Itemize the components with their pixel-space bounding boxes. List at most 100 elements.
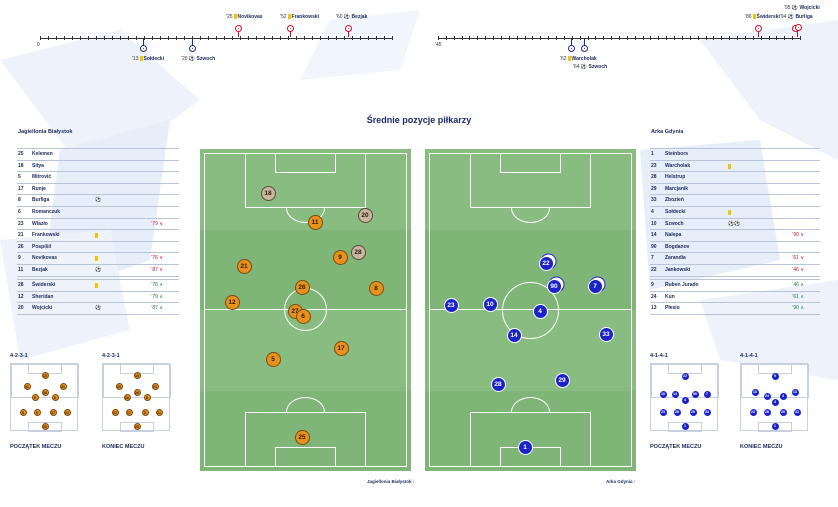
timeline-tick [168,36,169,40]
roster-row[interactable]: 17 Runje [17,184,179,196]
player-position-marker[interactable]: 33 [598,326,614,342]
timeline-tick [128,36,129,40]
roster-row[interactable]: 33 Zbozień [650,195,820,207]
timeline-tick [697,36,699,40]
player-name: Kun [665,293,675,300]
timeline-tick [611,36,613,40]
event-marker[interactable] [795,24,802,31]
player-position-marker[interactable]: 8 [368,280,384,296]
event-marker[interactable] [581,45,588,52]
timeline-tick [104,36,105,40]
timeline-tick [176,36,177,40]
timeline-event: '52 Frankowski [280,14,320,20]
player-position-marker[interactable]: 25 [294,429,310,445]
mini-player-marker: 12 [111,408,119,416]
roster-row[interactable]: 14 Nalepa '90 ∨ [650,230,820,242]
player-number: 17 [18,185,24,192]
arrow-up-icon: ↑ [412,479,416,484]
player-position-marker[interactable]: 4 [532,303,548,319]
timeline-tick [296,36,297,40]
roster-row[interactable]: 28 Świderski '76 ∧ [17,280,179,292]
roster-row[interactable]: 11 Bezjak ⚽ '87 ∨ [17,265,179,277]
roster-row[interactable]: 1 Steinbors [650,149,820,161]
roster-row[interactable]: 29 Marcjanik [650,184,820,196]
timeline-tick [120,36,121,40]
player-position-marker[interactable]: 12 [224,294,240,310]
player-name: Szwoch [665,220,684,227]
timeline-tick [136,36,137,40]
roster-row[interactable]: 20 Wojcicki ⚽ '87 ∧ [17,303,179,315]
player-position-marker[interactable]: 5 [265,351,281,367]
player-position-marker[interactable]: 7 [587,278,603,294]
player-position-marker[interactable]: 17 [333,340,349,356]
home-caption-start: POCZĄTEK MECZU [10,444,62,450]
roster-row[interactable]: 4 Sołdecki [650,207,820,219]
player-number: 4 [651,208,654,215]
roster-row[interactable]: 22 Jankowski '46 ∨ [650,265,820,277]
roster-row[interactable]: 24 Kun '61 ∧ [650,292,820,304]
player-position-marker[interactable]: 23 [443,297,459,313]
roster-row[interactable]: 28 Helstrup [650,172,820,184]
player-name: Świderski [32,282,56,288]
player-position-marker[interactable]: 29 [554,372,570,388]
timeline-tick [208,36,209,40]
ball-icon: ⚽ [787,14,795,20]
home-formation-start: 15 11 21 26 9 6 8 5 17 21 25 [10,363,79,432]
mini-player-marker: 13 [791,388,799,396]
player-position-marker[interactable]: 20 [357,207,373,223]
timeline-tick [272,36,273,40]
roster-row[interactable]: 90 Bogdanov [650,242,820,254]
player-position-marker[interactable]: 9 [332,249,348,265]
player-position-marker[interactable]: 90 [546,278,562,294]
event-marker[interactable] [345,25,352,32]
event-marker[interactable] [568,45,575,52]
roster-row[interactable]: 9 Novikovas '76 ∨ [17,253,179,265]
roster-row[interactable]: 13 Płesio '90 ∧ [650,303,820,315]
timeline-tick [666,36,668,40]
roster-row[interactable]: 23 Wlazło '79 ∨ [17,219,179,231]
player-position-marker[interactable]: 28 [490,376,506,392]
player-number: 8 [18,197,21,204]
away-pitch-caption: Arka Gdynia ↑ [606,479,637,484]
roster-row[interactable]: 6 Romanczuk [17,207,179,219]
roster-row[interactable]: 10 Szwoch ⚽⚽ [650,219,820,231]
roster-row[interactable]: 26 Pospíšil [17,242,179,254]
player-name: Wojcicki [32,305,53,312]
player-position-marker[interactable]: 14 [506,327,522,343]
player-position-marker[interactable]: 10 [482,296,498,312]
player-name: Ruben Jurado [665,282,699,288]
roster-row[interactable]: 9 Ruben Jurado '46 ∧ [650,280,820,292]
timeline-tick [800,36,801,40]
timeline-tick [360,36,361,40]
timeline-tick [72,36,73,40]
yellow-card-icon [95,283,98,288]
roster-row[interactable]: 5 Mitrović [17,172,179,184]
roster-row[interactable]: 8 Burliga ⚽ [17,195,179,207]
event-marker[interactable] [287,25,294,32]
player-number: 1 [651,151,654,157]
player-position-marker[interactable]: 28 [350,244,366,260]
roster-row[interactable]: 23 Warcholak [650,161,820,173]
player-number: 24 [651,293,657,300]
roster-row[interactable]: 12 Sheridan '79 ∧ [17,292,179,304]
roster-row[interactable]: 7 Zarandia '61 ∨ [650,253,820,265]
roster-row[interactable]: 18 Sitya [17,161,179,173]
player-position-marker[interactable]: 22 [538,255,554,271]
player-position-marker[interactable]: 21 [236,258,252,274]
event-marker[interactable] [755,25,762,32]
roster-row[interactable]: 21 Frankowski [17,230,179,242]
home-pitch-caption: Jagiellonia Białystok ↑ [367,479,416,484]
player-position-marker[interactable]: 18 [260,185,276,201]
roster-row[interactable]: 25 Kelemen [17,149,179,161]
timeline-tick [634,36,636,40]
player-position-marker[interactable]: 1 [517,439,533,455]
event-marker[interactable] [189,45,196,52]
event-marker[interactable] [140,45,147,52]
player-position-marker[interactable]: 26 [294,279,310,295]
yellow-card-icon [728,209,731,215]
event-marker[interactable] [235,25,242,32]
mini-player-marker: 17 [125,408,133,416]
substitution-minute: '61 ∨ [792,255,804,262]
player-position-marker[interactable]: 6 [295,308,311,324]
player-position-marker[interactable]: 11 [307,214,323,230]
